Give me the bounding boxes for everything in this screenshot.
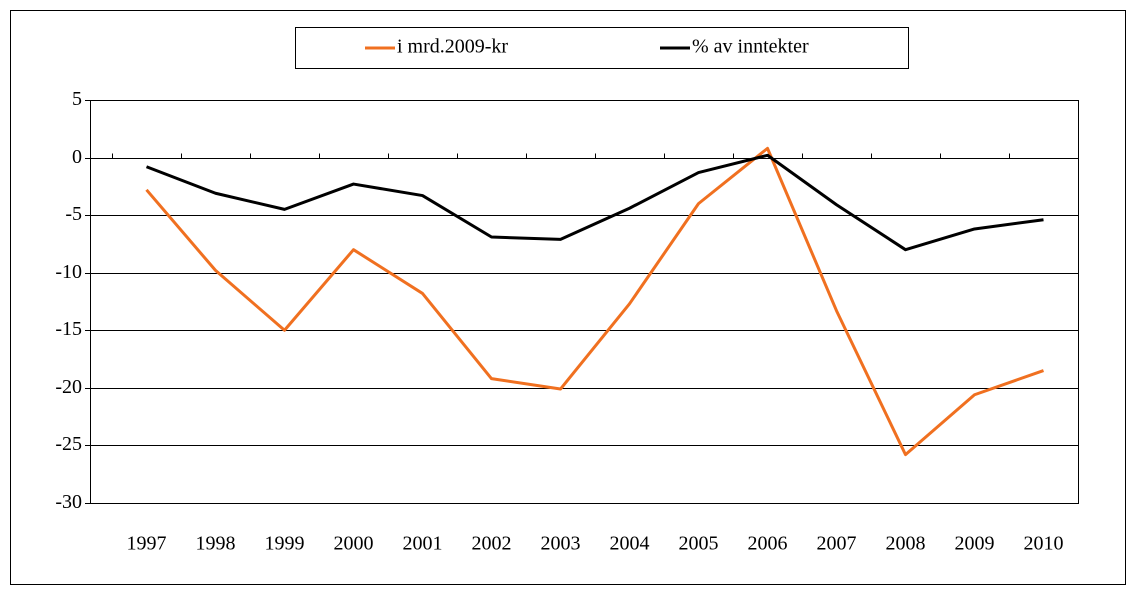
x-tick-label: 1999 (265, 533, 305, 555)
y-tick-label: 0 (72, 146, 82, 168)
x-tick-label: 2004 (610, 533, 650, 555)
x-tick-label: 2007 (817, 533, 857, 555)
series-line (145, 146, 1044, 457)
y-tick-label: -5 (65, 203, 82, 225)
x-tick-label: 2005 (679, 533, 719, 555)
x-tick-label: 2009 (955, 533, 995, 555)
legend-label: % av inntekter (692, 36, 809, 58)
series-line (145, 153, 1044, 252)
y-tick-label: -15 (55, 318, 82, 340)
legend-box (295, 27, 909, 69)
x-tick-label: 2003 (541, 533, 581, 555)
x-tick-label: 2001 (403, 533, 443, 555)
x-tick-label: 2010 (1024, 533, 1064, 555)
y-tick-label: -30 (55, 491, 82, 513)
x-tick-label: 2002 (472, 533, 512, 555)
chart-frame (10, 10, 1126, 585)
x-tick-label: 2000 (334, 533, 374, 555)
y-tick-label: 5 (72, 88, 82, 110)
x-tick-label: 1998 (196, 533, 236, 555)
x-tick-label: 1997 (127, 533, 167, 555)
y-tick-label: -10 (55, 261, 82, 283)
x-tick-label: 2008 (886, 533, 926, 555)
legend-label: i mrd.2009-kr (397, 36, 508, 58)
x-tick-label: 2006 (748, 533, 788, 555)
y-tick-label: -20 (55, 376, 82, 398)
y-tick-label: -25 (55, 433, 82, 455)
